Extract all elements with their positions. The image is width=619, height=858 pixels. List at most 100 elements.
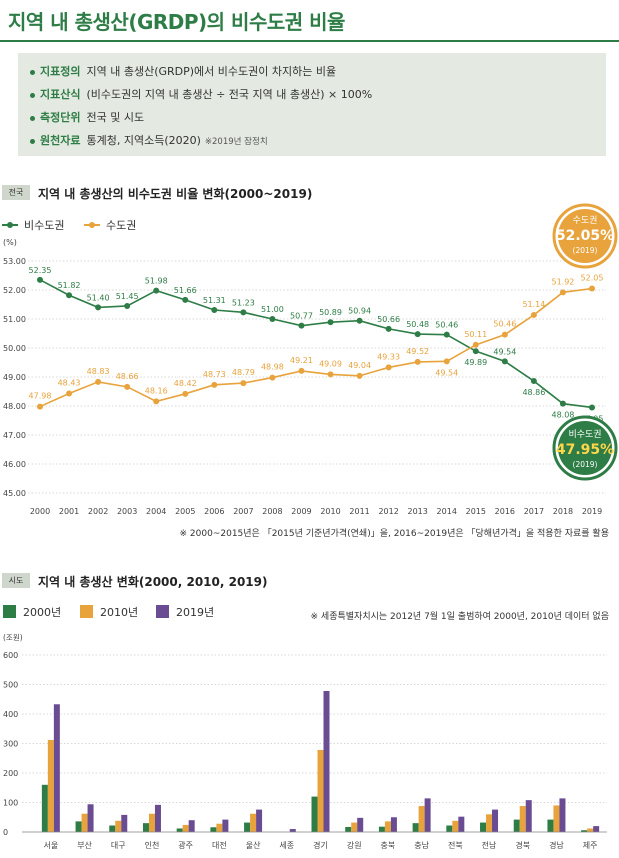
callout-fill-non-capital — [558, 421, 612, 475]
data-point — [589, 285, 595, 292]
legend-label: 2010년 — [100, 606, 138, 619]
data-label: 49.52 — [406, 347, 429, 356]
section-tag-national: 전국 — [2, 185, 30, 200]
data-point — [211, 307, 218, 314]
y-tick-label: 53.00 — [3, 257, 26, 266]
legend-marker — [7, 222, 13, 228]
data-point — [501, 331, 508, 338]
data-point — [37, 276, 43, 283]
data-label: 51.31 — [203, 296, 226, 305]
data-label: 49.89 — [464, 358, 487, 367]
bar — [75, 821, 82, 832]
data-label: 49.54 — [435, 368, 458, 377]
section-title-province: 지역 내 총생산 변화(2000, 2010, 2019) — [38, 575, 268, 589]
info-key: 지표정의 — [40, 65, 81, 78]
legend-swatch — [80, 605, 93, 618]
data-label: 48.16 — [145, 386, 168, 395]
data-label: 49.04 — [348, 361, 371, 370]
y-tick-label: 49.00 — [3, 373, 26, 382]
y-axis-unit: (%) — [3, 238, 17, 247]
bar — [176, 828, 183, 832]
data-label: 52.35 — [29, 266, 52, 275]
bar — [323, 690, 330, 832]
bar — [222, 819, 229, 832]
x-tick-label: 2014 — [437, 507, 457, 516]
bar-chart-note: ※ 세종특별자치시는 2012년 7월 1일 출범하여 2000년, 2010년… — [310, 612, 609, 622]
bar — [345, 826, 352, 832]
data-point — [298, 322, 305, 329]
data-label: 49.54 — [493, 347, 516, 356]
bar — [53, 704, 60, 832]
y-tick-label: 52.00 — [3, 286, 26, 295]
x-tick-label: 경남 — [549, 840, 564, 850]
data-point — [240, 309, 247, 316]
data-label: 50.46 — [493, 320, 516, 329]
bar — [424, 798, 431, 832]
bar — [154, 804, 161, 832]
info-note: ※2019년 잠정치 — [204, 137, 268, 147]
x-tick-label: 2010 — [320, 507, 340, 516]
data-label: 48.66 — [116, 372, 139, 381]
data-label: 48.43 — [58, 379, 81, 388]
x-tick-label: 2004 — [146, 507, 166, 516]
data-point — [124, 302, 131, 309]
data-label: 48.79 — [232, 368, 255, 377]
bar — [357, 817, 364, 832]
bar — [486, 814, 493, 832]
data-point — [356, 317, 363, 324]
x-tick-label: 2005 — [175, 507, 195, 516]
bar — [452, 820, 459, 832]
bar — [587, 828, 594, 832]
data-label: 51.66 — [174, 286, 197, 295]
bar — [87, 804, 94, 832]
data-label: 49.21 — [290, 356, 313, 365]
data-point — [269, 374, 276, 381]
x-tick-label: 전북 — [448, 840, 463, 850]
data-point — [153, 398, 160, 405]
x-tick-label: 2013 — [408, 507, 428, 516]
y-axis-unit: (조원) — [3, 633, 23, 642]
info-row-unit: 측정단위 전국 및 시도 — [30, 109, 148, 125]
x-tick-label: 광주 — [178, 840, 193, 850]
data-label: 50.48 — [406, 320, 429, 329]
data-point — [472, 348, 479, 355]
bar — [256, 809, 263, 832]
bar — [513, 819, 520, 832]
data-point — [385, 364, 392, 371]
x-tick-label: 대구 — [111, 841, 126, 850]
data-label: 48.42 — [174, 379, 197, 388]
data-label: 48.73 — [203, 370, 226, 379]
data-point — [356, 372, 363, 379]
data-point — [95, 378, 102, 385]
y-tick-label: 200 — [3, 769, 18, 778]
callout-fill-capital — [558, 209, 612, 263]
info-row-formula: 지표산식 (비수도권의 지역 내 총생산 ÷ 전국 지역 내 총생산) × 100… — [30, 86, 376, 102]
data-label: 48.08 — [551, 411, 574, 420]
legend-label: 2019년 — [176, 606, 214, 619]
legend-marker — [89, 222, 95, 228]
y-tick-label: 51.00 — [3, 315, 26, 324]
bar — [142, 823, 149, 832]
legend-label: 2000년 — [23, 606, 61, 619]
data-point — [414, 358, 421, 365]
data-label: 50.66 — [377, 315, 400, 324]
bar — [412, 823, 419, 832]
data-point — [182, 390, 189, 397]
x-tick-label: 2001 — [59, 507, 79, 516]
y-tick-label: 48.00 — [3, 402, 26, 411]
data-label: 50.94 — [348, 307, 371, 316]
bar — [182, 824, 189, 832]
x-tick-label: 2008 — [262, 507, 282, 516]
x-tick-label: 서울 — [43, 841, 58, 850]
x-tick-label: 2017 — [524, 507, 544, 516]
definition-box: 지표정의 지역 내 총생산(GRDP)에서 비수도권이 차지하는 비율 지표산식 (… — [18, 53, 606, 156]
bar — [250, 813, 257, 832]
callout-name: 수도권 — [573, 214, 598, 226]
data-point — [153, 287, 160, 294]
info-key: 지표산식 — [40, 88, 81, 101]
data-point — [443, 358, 450, 365]
bar — [109, 825, 116, 832]
data-label: 51.14 — [522, 300, 545, 309]
info-row-definition: 지표정의 지역 내 총생산(GRDP)에서 비수도권이 차지하는 비율 — [30, 63, 340, 79]
data-point — [327, 371, 334, 378]
